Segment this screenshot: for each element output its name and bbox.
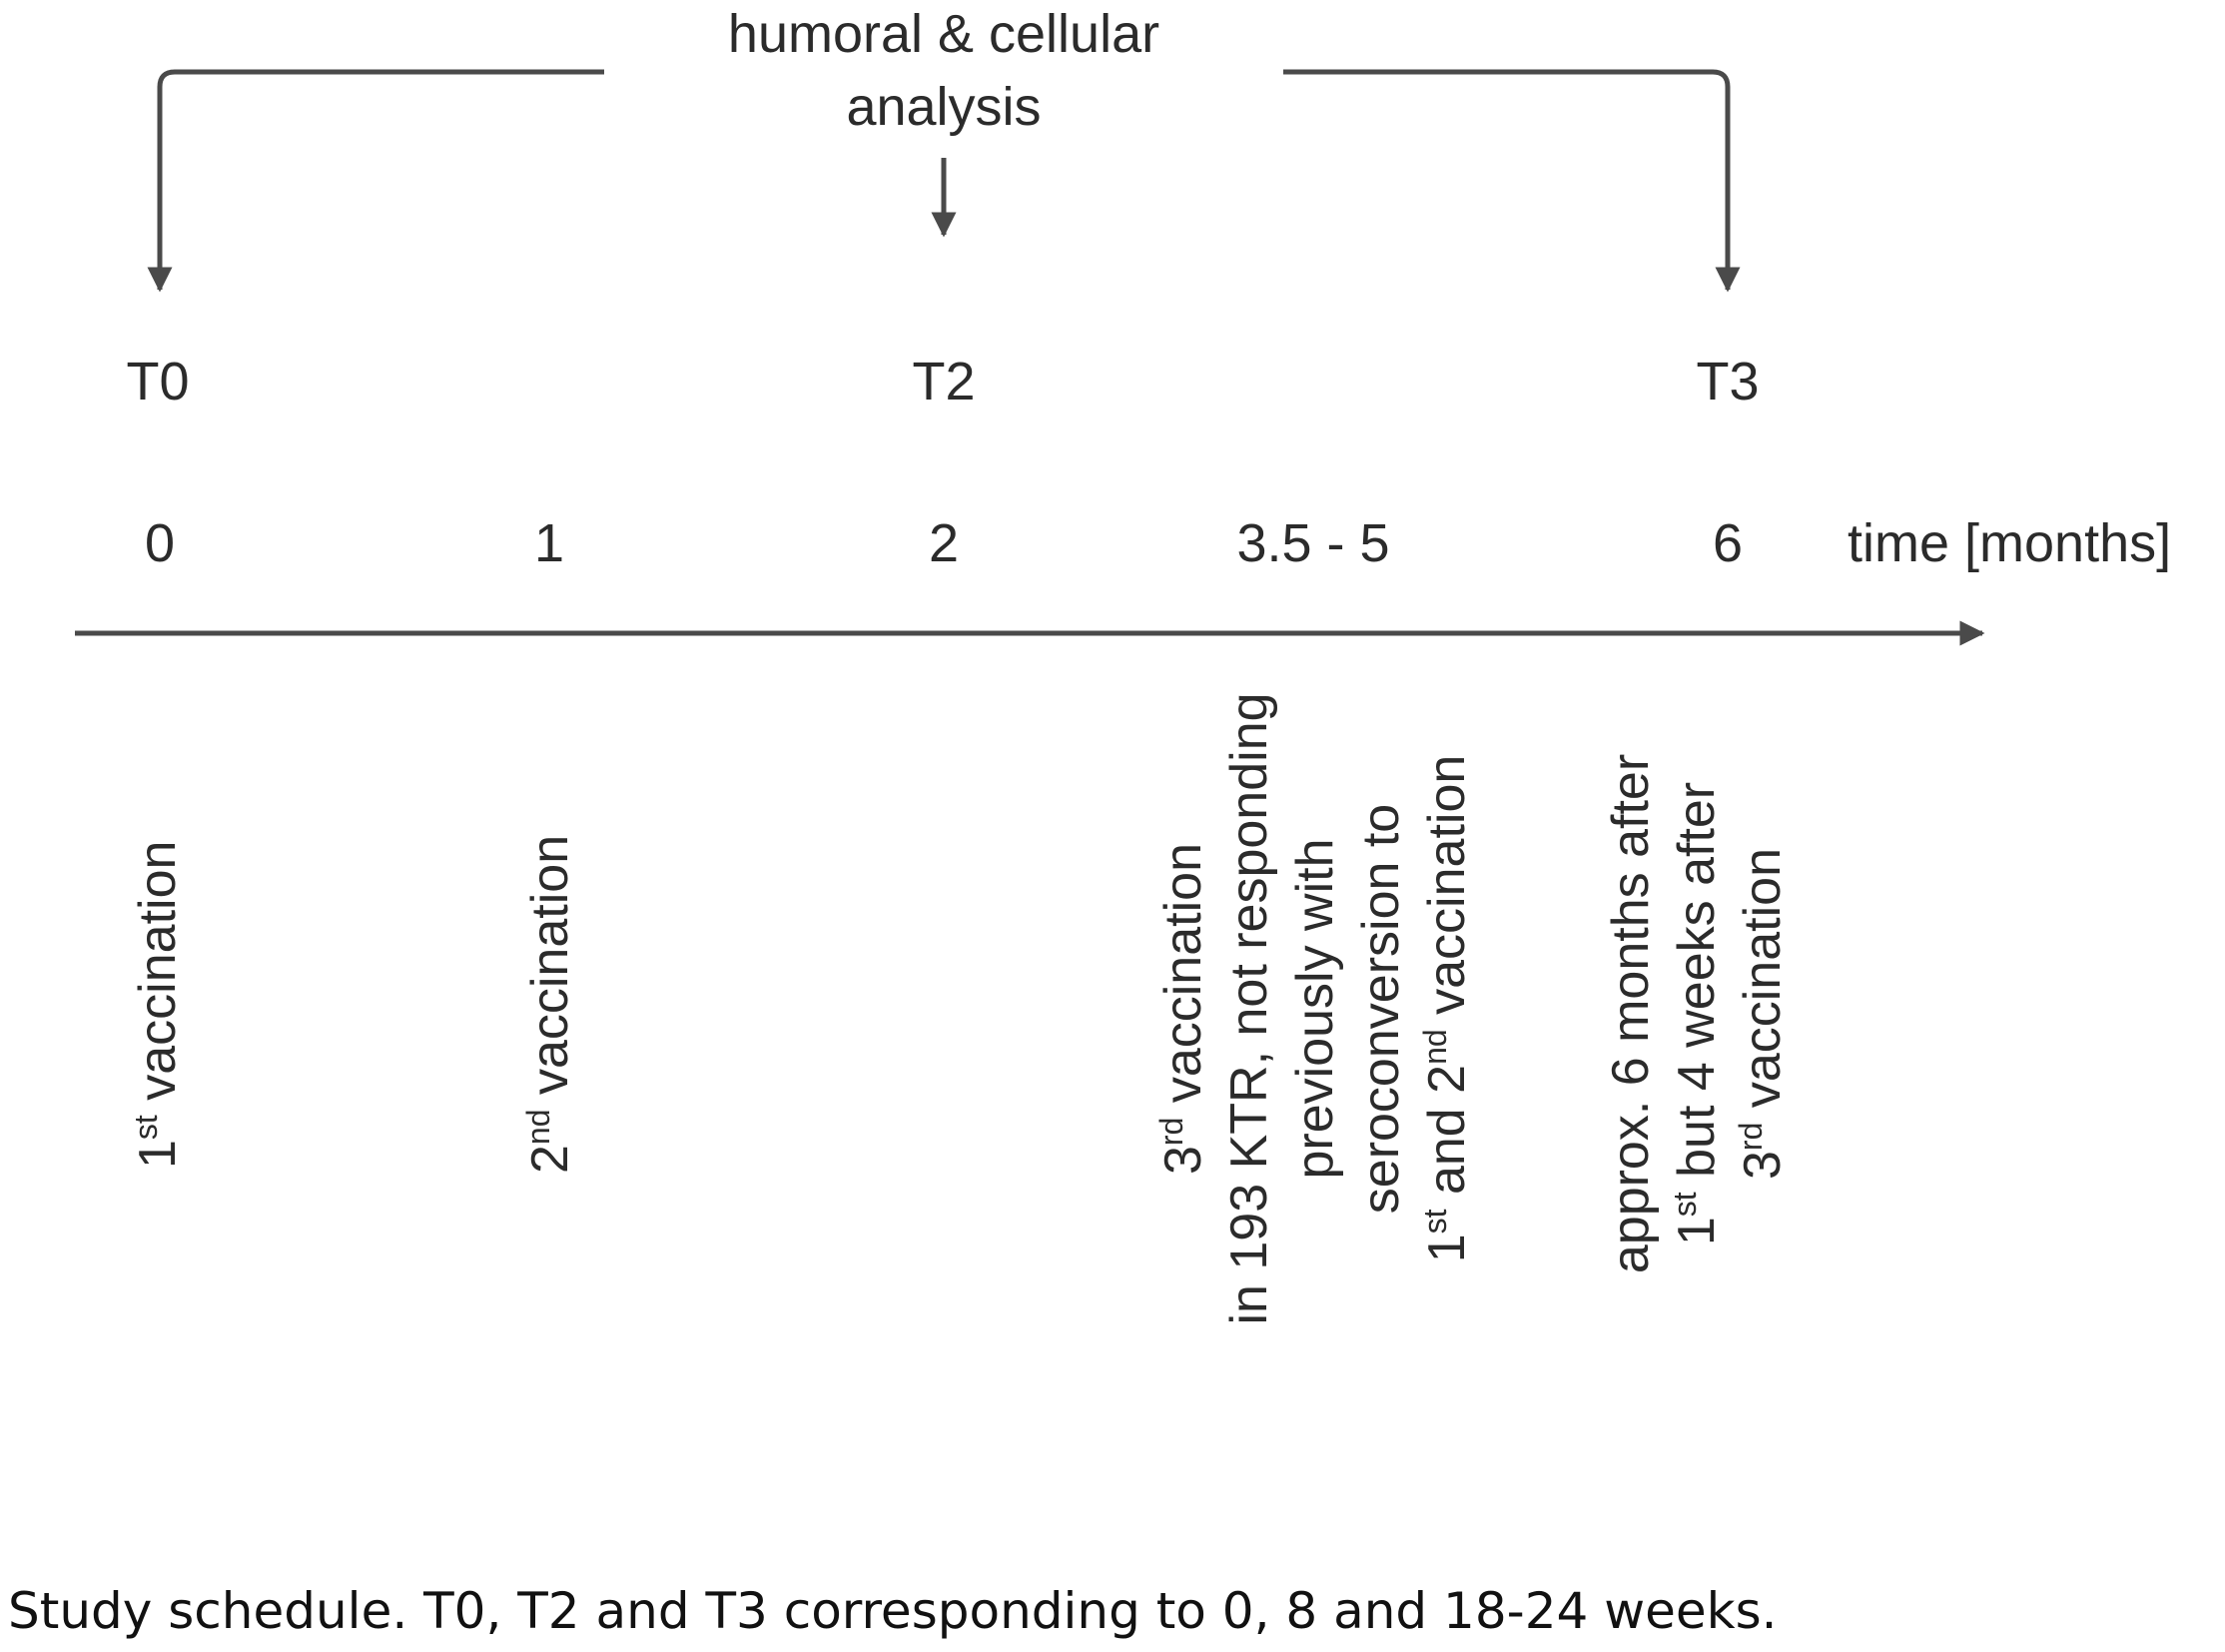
followup-line-3: 3rd vaccination — [1733, 848, 1792, 1180]
tick-label-1: 1 — [534, 513, 564, 573]
third-vaccination-line-3: previously with — [1286, 838, 1344, 1179]
event-second-vaccination: 2nd vaccination — [520, 835, 579, 1174]
header-line-1: humoral & cellular — [728, 4, 1159, 64]
axis-unit-label: time [months] — [1848, 513, 2171, 573]
bracket-arrow-right — [1283, 69, 1741, 293]
header-line-2: analysis — [846, 77, 1041, 137]
third-vaccination-line-5: 1st and 2nd vaccination — [1417, 755, 1476, 1263]
figure-caption: Study schedule. T0, T2 and T3 correspond… — [8, 1582, 1778, 1640]
third-vaccination-line-1: 3rd vaccination — [1153, 843, 1212, 1175]
timepoint-t3: T3 — [1696, 352, 1759, 412]
timepoint-t0: T0 — [126, 352, 189, 412]
tick-label-3: 3.5 - 5 — [1236, 513, 1389, 573]
event-first-vaccination: 1st vaccination — [128, 841, 187, 1169]
timepoint-t2: T2 — [912, 352, 975, 412]
event-followup-t3: approx. 6 months after 1st but 4 weeks a… — [1602, 754, 1792, 1273]
followup-line-2: 1st but 4 weeks after — [1667, 782, 1726, 1245]
tick-label-4: 6 — [1713, 513, 1743, 573]
third-vaccination-line-4: seroconversion to — [1352, 804, 1410, 1214]
bracket-arrow-left — [147, 69, 604, 293]
event-third-vaccination: 3rd vaccination in 193 KTR, not respondi… — [1153, 692, 1476, 1324]
tick-label-0: 0 — [145, 513, 175, 573]
third-vaccination-line-2: in 193 KTR, not responding — [1220, 692, 1278, 1324]
tick-label-2: 2 — [929, 513, 959, 573]
followup-line-1: approx. 6 months after — [1602, 754, 1660, 1273]
